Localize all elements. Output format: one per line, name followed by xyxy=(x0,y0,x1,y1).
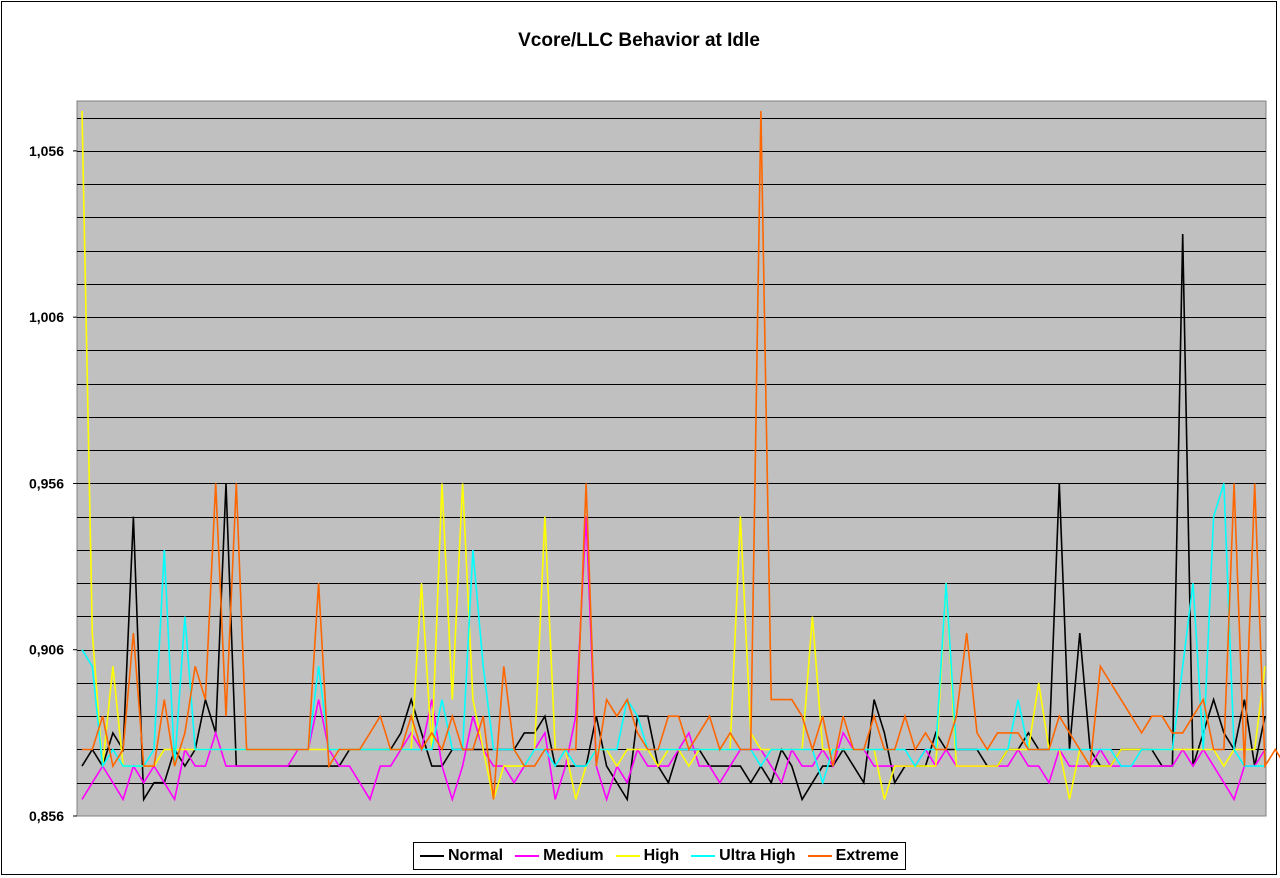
series-line-extreme xyxy=(82,110,1280,800)
legend-item-normal: Normal xyxy=(420,847,503,865)
legend-label: Medium xyxy=(543,847,604,864)
plot-area xyxy=(76,100,1267,817)
legend-swatch xyxy=(515,855,540,857)
y-tick-label: 0,856 xyxy=(29,808,64,824)
legend-swatch xyxy=(807,855,832,857)
legend-label: Normal xyxy=(448,847,504,864)
legend-item-high: High xyxy=(615,847,680,865)
legend-item-medium: Medium xyxy=(515,847,604,865)
y-tick-label: 1,006 xyxy=(29,309,64,325)
series-line-medium xyxy=(81,516,1266,803)
legend-swatch xyxy=(691,855,716,857)
legend-label: Extreme xyxy=(835,847,899,864)
legend-item-extreme: Extreme xyxy=(807,847,899,865)
y-tick-label: 0,906 xyxy=(29,642,64,658)
legend-item-ultra-high: Ultra High xyxy=(691,847,796,865)
legend-label: Ultra High xyxy=(719,847,796,864)
legend-label: High xyxy=(643,847,680,864)
y-tick-label: 0,956 xyxy=(29,475,64,491)
y-tick-label: 1,056 xyxy=(29,143,64,159)
legend-swatch xyxy=(615,855,640,857)
chart-legend: Normal Medium High Ultra High Extreme xyxy=(413,842,906,870)
legend-swatch xyxy=(420,855,444,857)
chart-title: Vcore/LLC Behavior at Idle xyxy=(518,30,760,51)
